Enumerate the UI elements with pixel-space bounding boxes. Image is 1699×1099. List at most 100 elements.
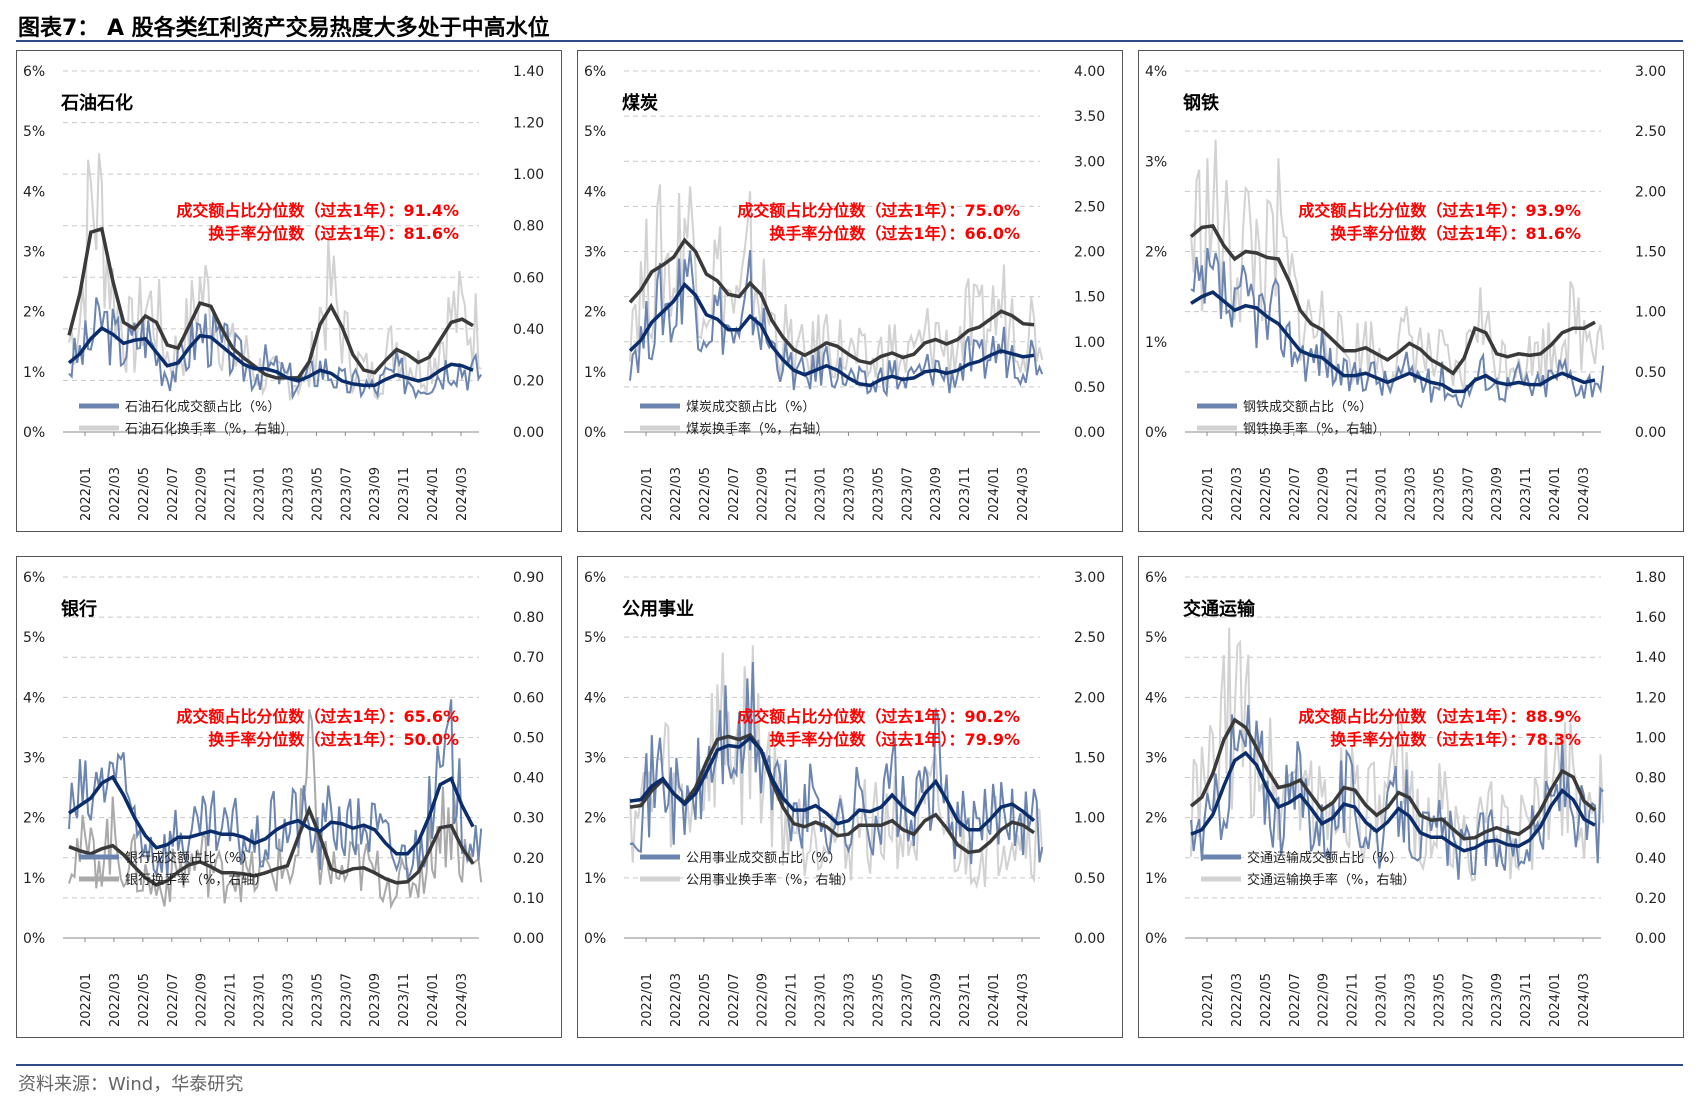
series-line-amount-smooth [628, 281, 1035, 388]
right-tick-label: 0.50 [1074, 871, 1105, 887]
left-tick-label: 3% [584, 245, 606, 261]
x-tick-label: 2024/01 [1548, 973, 1563, 1027]
panel-title: 公用事业 [622, 598, 694, 620]
series-line-amount-smooth [1190, 750, 1596, 853]
stat-amount-percentile: 成交额占比分位数（过去1年）：90.2% [737, 707, 1020, 726]
x-tick-label: 2023/09 [368, 973, 383, 1027]
right-tick-label: 0.80 [513, 219, 544, 235]
series-line-amount-smooth [629, 735, 1036, 832]
left-tick-label: 3% [584, 751, 606, 767]
chart-panel-steel: 0.00 0.50 1.00 1.50 2.00 2.50 3.00 0% 1% 2% 3% 4% 20… [1138, 50, 1684, 532]
x-tick-label: 2023/09 [368, 467, 383, 521]
x-tick-label: 2022/11 [1346, 467, 1361, 521]
x-tick-label: 2022/07 [166, 973, 181, 1027]
right-tick-label: 0.60 [1635, 811, 1666, 827]
right-tick-label: 0.10 [513, 891, 544, 907]
x-tick-label: 2023/01 [814, 973, 829, 1027]
left-tick-label: 4% [23, 690, 45, 706]
right-tick-label: 0.00 [1635, 931, 1666, 947]
x-tick-label: 2023/11 [958, 973, 973, 1027]
right-tick-label: 0.00 [1074, 931, 1105, 947]
left-tick-label: 6% [1145, 570, 1167, 586]
right-tick-label: 0.00 [513, 425, 544, 441]
stat-amount-percentile: 成交额占比分位数（过去1年）：93.9% [1298, 201, 1581, 220]
right-tick-label: 2.50 [1074, 199, 1105, 215]
right-tick-label: 0.50 [1635, 365, 1666, 381]
left-tick-label: 4% [23, 184, 45, 200]
right-tick-label: 0.20 [513, 851, 544, 867]
panel-title: 煤炭 [622, 92, 658, 114]
left-tick-label: 4% [1145, 690, 1167, 706]
x-tick-label: 2023/05 [871, 467, 886, 521]
right-tick-label: 0.40 [1635, 851, 1666, 867]
x-tick-label: 2022/09 [1317, 973, 1332, 1027]
right-tick-label: 2.00 [1074, 245, 1105, 261]
left-tick-label: 1% [584, 871, 606, 887]
legend-label-amount: 煤炭成交额占比（%） [686, 399, 815, 415]
right-tick-label: 2.00 [1635, 184, 1666, 200]
legend-label-amount: 银行成交额占比（%） [125, 850, 254, 866]
left-tick-label: 5% [23, 630, 45, 646]
left-tick-label: 2% [584, 811, 606, 827]
right-tick-label: 0.00 [513, 931, 544, 947]
left-tick-label: 3% [23, 245, 45, 261]
left-tick-label: 1% [23, 365, 45, 381]
left-tick-label: 1% [23, 871, 45, 887]
left-tick-label: 3% [23, 751, 45, 767]
stat-turnover-percentile: 换手率分位数（过去1年）：81.6% [208, 224, 459, 243]
chart-panel-coal: 0.00 0.50 1.00 1.50 2.00 2.50 3.00 3.50 4.00 0% 1%… [577, 50, 1123, 532]
left-tick-label: 1% [1145, 335, 1167, 351]
panel-title: 钢铁 [1183, 92, 1219, 114]
x-tick-label: 2022/05 [137, 973, 152, 1027]
chart-svg: 0.00 0.50 1.00 1.50 2.00 2.50 3.00 3.50 4.00 0% 1%… [584, 64, 1105, 521]
legend-label-turnover: 银行换手率（%，右轴） [125, 872, 267, 888]
right-tick-label: 2.50 [1635, 124, 1666, 140]
right-tick-label: 0.00 [1074, 425, 1105, 441]
right-tick-label: 1.00 [1635, 305, 1666, 321]
left-tick-label: 4% [584, 184, 606, 200]
x-tick-label: 2024/01 [987, 467, 1002, 521]
x-tick-label: 2022/07 [727, 973, 742, 1027]
right-tick-label: 1.50 [1074, 751, 1105, 767]
x-tick-label: 2022/09 [195, 467, 210, 521]
right-tick-label: 0.00 [1635, 425, 1666, 441]
panel-title: 石油石化 [60, 92, 133, 114]
x-tick-label: 2022/01 [79, 467, 94, 521]
x-tick-label: 2023/01 [814, 467, 829, 521]
left-tick-label: 3% [1145, 154, 1167, 170]
left-tick-label: 2% [23, 305, 45, 321]
legend-label-amount: 钢铁成交额占比（%） [1243, 399, 1372, 415]
right-tick-label: 3.00 [1074, 154, 1105, 170]
x-tick-label: 2022/05 [137, 467, 152, 521]
right-tick-label: 4.00 [1074, 64, 1105, 80]
right-tick-label: 2.50 [1074, 630, 1105, 646]
footer-divider [16, 1064, 1683, 1066]
x-tick-label: 2022/03 [1230, 973, 1245, 1027]
left-tick-label: 3% [1145, 751, 1167, 767]
x-tick-label: 2023/09 [1490, 467, 1505, 521]
right-tick-label: 1.50 [1635, 245, 1666, 261]
left-tick-label: 2% [1145, 245, 1167, 261]
right-tick-label: 0.80 [1635, 771, 1666, 787]
x-tick-label: 2022/03 [108, 467, 123, 521]
stat-amount-percentile: 成交额占比分位数（过去1年）：65.6% [176, 707, 459, 726]
legend-label-turnover: 钢铁换手率（%，右轴） [1243, 421, 1385, 437]
x-tick-label: 2022/11 [1346, 973, 1361, 1027]
x-tick-label: 2023/05 [310, 467, 325, 521]
x-tick-label: 2022/01 [1201, 973, 1216, 1027]
x-tick-label: 2023/07 [1461, 467, 1476, 521]
x-tick-label: 2022/01 [79, 973, 94, 1027]
left-tick-label: 2% [584, 305, 606, 321]
x-tick-label: 2023/03 [842, 467, 857, 521]
legend-label-turnover: 公用事业换手率（%，右轴） [686, 872, 854, 888]
left-tick-label: 6% [584, 570, 606, 586]
x-tick-label: 2024/03 [455, 467, 470, 521]
stat-turnover-percentile: 换手率分位数（过去1年）：79.9% [769, 730, 1020, 749]
x-tick-label: 2022/11 [785, 973, 800, 1027]
series-line-turnover-smooth [629, 732, 1035, 855]
x-tick-label: 2022/05 [1259, 973, 1274, 1027]
left-tick-label: 1% [1145, 871, 1167, 887]
x-tick-label: 2023/07 [900, 467, 915, 521]
x-tick-label: 2022/09 [756, 467, 771, 521]
legend-label-turnover: 煤炭换手率（%，右轴） [686, 421, 828, 437]
